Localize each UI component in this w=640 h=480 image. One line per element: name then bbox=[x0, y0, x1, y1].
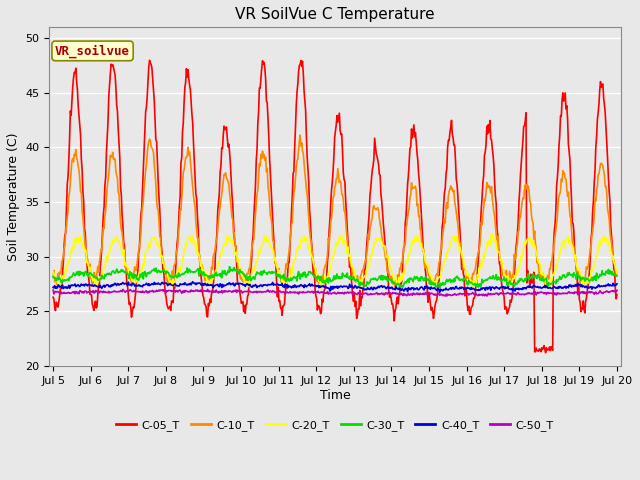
Legend: C-05_T, C-10_T, C-20_T, C-30_T, C-40_T, C-50_T: C-05_T, C-10_T, C-20_T, C-30_T, C-40_T, … bbox=[111, 416, 559, 435]
C-20_T bbox=[118, 246, 125, 252]
C-10_T bbox=[49, 275, 57, 280]
C-20_T bbox=[60, 274, 67, 280]
C-20_T bbox=[175, 268, 182, 274]
C-50_T bbox=[118, 288, 125, 293]
C-50_T bbox=[49, 287, 57, 293]
C-10_T bbox=[175, 229, 182, 235]
C-10_T bbox=[505, 284, 513, 289]
Line: C-05_T: C-05_T bbox=[53, 60, 617, 353]
Line: C-50_T: C-50_T bbox=[53, 289, 617, 296]
C-20_T bbox=[421, 257, 429, 263]
C-30_T bbox=[205, 273, 212, 279]
C-20_T bbox=[49, 269, 57, 275]
C-40_T bbox=[436, 289, 444, 295]
C-40_T bbox=[189, 279, 196, 285]
C-20_T bbox=[613, 270, 621, 276]
C-50_T bbox=[60, 290, 67, 296]
C-50_T bbox=[175, 288, 182, 294]
C-30_T bbox=[175, 270, 182, 276]
C-05_T bbox=[118, 192, 125, 198]
C-40_T bbox=[404, 285, 412, 290]
C-40_T bbox=[118, 281, 125, 287]
C-50_T bbox=[205, 288, 213, 294]
C-05_T bbox=[404, 173, 412, 179]
C-10_T bbox=[205, 275, 212, 280]
C-10_T bbox=[118, 227, 125, 233]
C-20_T bbox=[205, 280, 212, 286]
C-40_T bbox=[175, 283, 182, 289]
C-05_T bbox=[542, 350, 550, 356]
Line: C-10_T: C-10_T bbox=[53, 135, 617, 287]
C-10_T bbox=[296, 132, 304, 138]
C-50_T bbox=[613, 288, 621, 293]
C-05_T bbox=[49, 294, 57, 300]
C-30_T bbox=[118, 267, 125, 273]
C-10_T bbox=[613, 269, 621, 275]
C-05_T bbox=[421, 264, 429, 270]
C-20_T bbox=[404, 253, 412, 259]
C-30_T bbox=[226, 264, 234, 269]
X-axis label: Time: Time bbox=[319, 388, 351, 402]
C-50_T bbox=[483, 293, 491, 299]
Line: C-20_T: C-20_T bbox=[53, 234, 617, 288]
C-30_T bbox=[405, 279, 413, 285]
C-40_T bbox=[49, 285, 57, 290]
C-50_T bbox=[204, 287, 211, 292]
C-10_T bbox=[60, 253, 67, 259]
C-05_T bbox=[205, 303, 213, 309]
C-40_T bbox=[613, 281, 621, 287]
C-10_T bbox=[404, 209, 412, 215]
C-40_T bbox=[205, 282, 213, 288]
Line: C-40_T: C-40_T bbox=[53, 282, 617, 292]
C-20_T bbox=[317, 286, 325, 291]
C-30_T bbox=[60, 278, 67, 284]
C-40_T bbox=[60, 286, 67, 291]
C-30_T bbox=[613, 273, 621, 279]
C-05_T bbox=[175, 203, 183, 209]
C-30_T bbox=[422, 274, 429, 280]
C-40_T bbox=[421, 284, 429, 289]
C-50_T bbox=[404, 290, 412, 296]
C-50_T bbox=[421, 291, 429, 297]
Line: C-30_T: C-30_T bbox=[53, 266, 617, 288]
Title: VR SoilVue C Temperature: VR SoilVue C Temperature bbox=[236, 7, 435, 22]
Text: VR_soilvue: VR_soilvue bbox=[55, 44, 130, 58]
Y-axis label: Soil Temperature (C): Soil Temperature (C) bbox=[7, 132, 20, 261]
C-05_T bbox=[146, 58, 154, 63]
C-30_T bbox=[49, 274, 57, 280]
C-10_T bbox=[421, 265, 429, 271]
C-30_T bbox=[397, 285, 404, 291]
C-05_T bbox=[60, 260, 67, 265]
C-20_T bbox=[488, 231, 495, 237]
C-05_T bbox=[613, 292, 621, 298]
